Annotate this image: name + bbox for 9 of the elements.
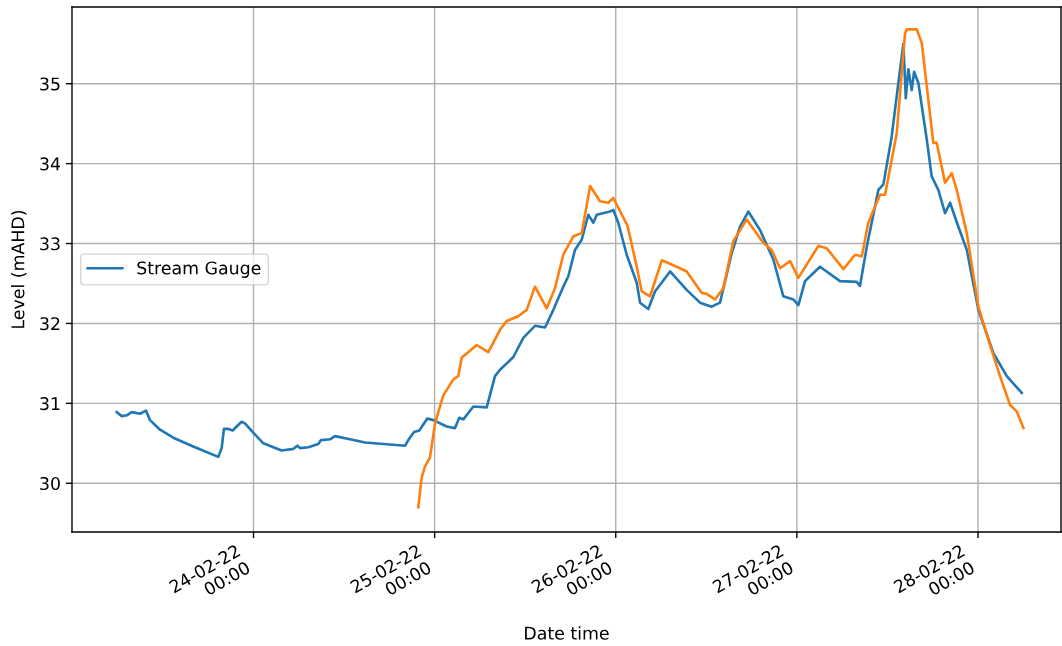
y-tick-label: 33 [40,237,60,251]
y-axis-title: Level (mAHD) [11,210,27,328]
y-tick-label: 35 [40,77,60,91]
y-tick-label: 30 [40,476,60,491]
y-tick-label: 31 [40,397,60,411]
y-tick-label: 34 [40,157,61,171]
legend-label: Stream Gauge [137,261,261,278]
y-tick-label: 32 [40,317,60,331]
x-axis-title: Date time [525,626,609,640]
